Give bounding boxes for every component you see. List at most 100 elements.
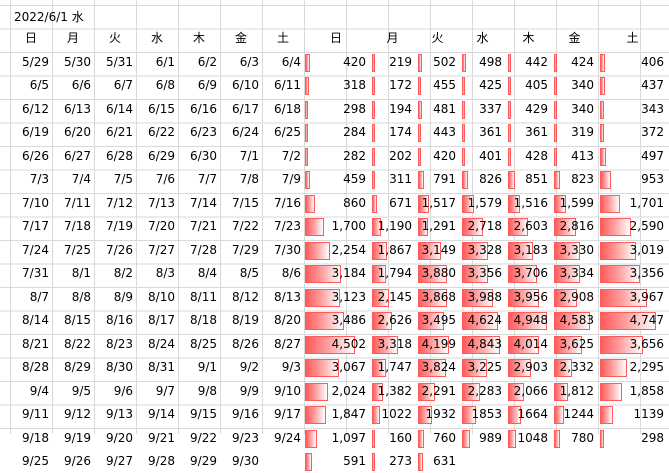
calendar-date-cell[interactable]: 6/28: [106, 148, 133, 163]
calendar-date-cell[interactable]: 6/23: [190, 125, 217, 139]
value-cell[interactable]: 760: [433, 430, 456, 445]
value-cell[interactable]: 1,858: [629, 383, 664, 398]
value-cell[interactable]: 420: [343, 54, 366, 69]
value-cell[interactable]: 671: [389, 195, 412, 210]
value-weekday-header[interactable]: 火: [431, 31, 444, 45]
calendar-date-cell[interactable]: 8/30: [106, 360, 133, 374]
calendar-date-cell[interactable]: 9/25: [22, 454, 49, 468]
value-cell[interactable]: 1,847: [331, 407, 366, 421]
calendar-date-cell[interactable]: 7/10: [22, 195, 49, 210]
calendar-date-cell[interactable]: 8/23: [106, 336, 133, 351]
value-cell[interactable]: 1,291: [421, 219, 456, 233]
value-cell[interactable]: 4,199: [421, 336, 456, 351]
value-cell[interactable]: 361: [525, 125, 548, 139]
value-cell[interactable]: 2,816: [559, 219, 594, 233]
calendar-date-cell[interactable]: 6/7: [113, 78, 133, 92]
value-cell[interactable]: 4,583: [559, 313, 594, 327]
calendar-date-cell[interactable]: 9/27: [106, 454, 133, 468]
calendar-weekday-header[interactable]: 月: [66, 31, 79, 45]
value-cell[interactable]: 3,183: [513, 242, 548, 257]
calendar-date-cell[interactable]: 8/3: [155, 266, 175, 280]
calendar-date-cell[interactable]: 7/6: [155, 172, 175, 186]
calendar-date-cell[interactable]: 7/7: [197, 172, 217, 186]
value-cell[interactable]: 337: [479, 101, 502, 116]
calendar-date-cell[interactable]: 9/11: [22, 407, 49, 421]
calendar-date-cell[interactable]: 6/17: [232, 101, 259, 116]
value-cell[interactable]: 1,700: [331, 219, 366, 233]
value-cell[interactable]: [598, 450, 667, 473]
value-cell[interactable]: 2,024: [331, 383, 366, 398]
calendar-date-cell[interactable]: 8/9: [113, 289, 133, 304]
calendar-date-cell[interactable]: 9/22: [190, 430, 217, 445]
value-cell[interactable]: 437: [641, 78, 664, 92]
calendar-date-cell[interactable]: 7/9: [281, 172, 301, 186]
value-cell[interactable]: 823: [571, 172, 594, 186]
calendar-date-cell[interactable]: 9/1: [197, 360, 217, 374]
calendar-date-cell[interactable]: 9/15: [190, 407, 217, 421]
value-cell[interactable]: 1,867: [377, 242, 412, 257]
calendar-date-cell[interactable]: 7/12: [106, 195, 133, 210]
value-cell[interactable]: 4,843: [467, 336, 502, 351]
value-cell[interactable]: 455: [433, 78, 456, 92]
calendar-date-cell[interactable]: 6/19: [22, 125, 49, 139]
calendar-weekday-header[interactable]: 金: [234, 31, 247, 45]
calendar-date-cell[interactable]: 6/27: [64, 148, 91, 163]
calendar-date-cell[interactable]: 6/2: [197, 54, 217, 69]
calendar-date-cell[interactable]: 5/29: [22, 54, 49, 69]
calendar-date-cell[interactable]: 5/30: [64, 54, 91, 69]
value-cell[interactable]: 4,502: [331, 336, 366, 351]
calendar-date-cell[interactable]: 8/20: [274, 313, 301, 327]
value-cell[interactable]: 3,019: [629, 242, 664, 257]
value-cell[interactable]: 372: [641, 125, 664, 139]
value-cell[interactable]: 3,356: [467, 266, 502, 280]
value-cell[interactable]: 425: [479, 78, 502, 92]
calendar-date-cell[interactable]: 9/13: [106, 407, 133, 421]
value-cell[interactable]: 3,956: [513, 289, 548, 304]
value-cell[interactable]: 429: [525, 101, 548, 116]
calendar-date-cell[interactable]: 6/11: [274, 78, 301, 92]
value-cell[interactable]: 3,868: [421, 289, 456, 304]
calendar-date-cell[interactable]: 9/24: [274, 430, 301, 445]
value-cell[interactable]: 3,328: [467, 242, 502, 257]
calendar-date-cell[interactable]: 8/16: [106, 313, 133, 327]
calendar-date-cell[interactable]: 6/8: [155, 78, 175, 92]
value-cell[interactable]: 2,145: [377, 289, 412, 304]
calendar-date-cell[interactable]: 7/28: [190, 242, 217, 257]
calendar-date-cell[interactable]: 6/3: [239, 54, 259, 69]
calendar-date-cell[interactable]: 8/8: [71, 289, 91, 304]
calendar-date-cell[interactable]: 8/22: [64, 336, 91, 351]
calendar-date-cell[interactable]: 6/1: [155, 54, 175, 69]
calendar-date-cell[interactable]: 9/21: [148, 430, 175, 445]
calendar-date-cell[interactable]: 7/24: [22, 242, 49, 257]
calendar-date-cell[interactable]: 8/15: [64, 313, 91, 327]
calendar-date-cell[interactable]: 8/4: [197, 266, 217, 280]
calendar-date-cell[interactable]: 9/2: [239, 360, 259, 374]
value-cell[interactable]: 282: [343, 148, 366, 163]
value-cell[interactable]: 4,014: [513, 336, 548, 351]
value-cell[interactable]: 1022: [381, 407, 412, 421]
calendar-date-cell[interactable]: 6/9: [197, 78, 217, 92]
value-cell[interactable]: 1,516: [513, 195, 548, 210]
calendar-date-cell[interactable]: 8/12: [232, 289, 259, 304]
calendar-date-cell[interactable]: 9/12: [64, 407, 91, 421]
value-cell[interactable]: 1,794: [377, 266, 412, 280]
value-cell[interactable]: 3,880: [421, 266, 456, 280]
value-cell[interactable]: 3,988: [467, 289, 502, 304]
calendar-date-cell[interactable]: 6/6: [71, 78, 91, 92]
calendar-date-cell[interactable]: 9/8: [197, 383, 217, 398]
value-cell[interactable]: 298: [641, 430, 664, 445]
value-cell[interactable]: 851: [525, 172, 548, 186]
calendar-weekday-header[interactable]: 土: [276, 31, 289, 45]
calendar-date-cell[interactable]: 9/3: [281, 360, 301, 374]
calendar-date-cell[interactable]: 6/12: [22, 101, 49, 116]
calendar-date-cell[interactable]: 8/1: [71, 266, 91, 280]
calendar-date-cell[interactable]: 9/29: [190, 454, 217, 468]
value-weekday-header[interactable]: 水: [476, 31, 489, 45]
calendar-date-cell[interactable]: 7/13: [148, 195, 175, 210]
value-cell[interactable]: 311: [389, 172, 412, 186]
calendar-date-cell[interactable]: 9/20: [106, 430, 133, 445]
calendar-date-cell[interactable]: 7/21: [190, 219, 217, 233]
calendar-date-cell[interactable]: 8/24: [148, 336, 175, 351]
value-cell[interactable]: 780: [571, 430, 594, 445]
calendar-weekday-header[interactable]: 日: [24, 31, 37, 45]
